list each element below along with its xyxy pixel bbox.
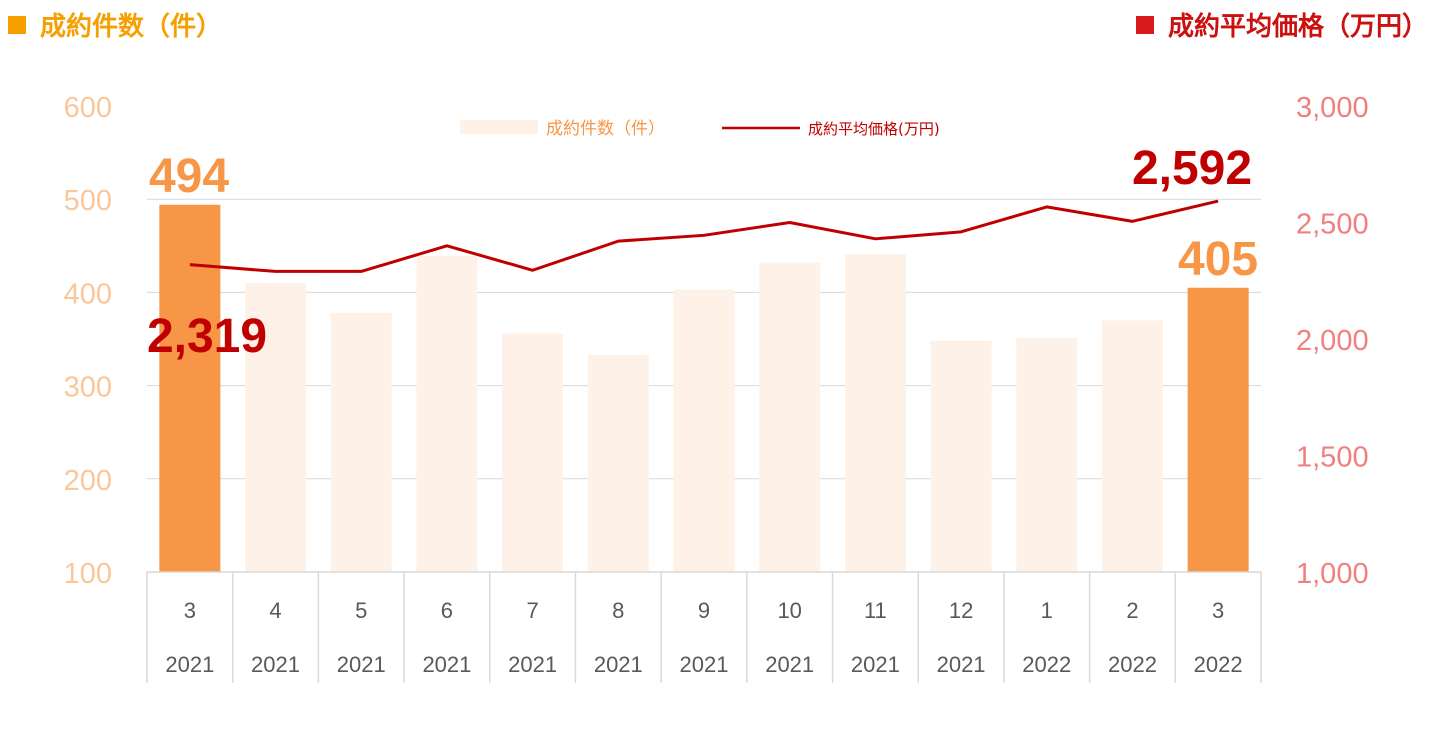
right-axis-ticks: 1,000 1,500 2,000 2,500 3,000	[1296, 92, 1369, 590]
bar	[930, 340, 992, 572]
left-axis-header: 成約件数（件）	[8, 6, 222, 43]
x-tick-month: 3	[1212, 598, 1224, 623]
line-last-label: 2,592	[1132, 142, 1252, 195]
x-tick-month: 7	[526, 598, 538, 623]
left-tick-label: 600	[64, 92, 112, 124]
left-tick-label: 200	[64, 465, 112, 497]
left-axis-title: 成約件数（件）	[40, 12, 223, 42]
right-tick-label: 3,000	[1296, 92, 1369, 124]
bar	[1187, 287, 1249, 572]
legend-line-label: 成約平均価格(万円)	[808, 120, 940, 138]
right-tick-label: 1,500	[1296, 442, 1369, 474]
x-tick-month: 5	[355, 598, 367, 623]
bar	[330, 312, 392, 572]
left-tick-label: 100	[64, 558, 112, 590]
left-tick-label: 500	[64, 185, 112, 217]
x-tick-year: 2021	[422, 652, 471, 677]
x-tick-month: 6	[441, 598, 453, 623]
right-axis-title: 成約平均価格（万円）	[1167, 12, 1428, 42]
x-tick-year: 2022	[1022, 652, 1071, 677]
bar	[245, 283, 307, 572]
x-tick-month: 1	[1041, 598, 1053, 623]
x-tick-month: 10	[777, 598, 801, 623]
bar	[502, 333, 564, 572]
bar	[1101, 320, 1163, 572]
bar	[416, 256, 478, 572]
x-tick-year: 2021	[851, 652, 900, 677]
bar	[759, 262, 821, 572]
bar-first-label: 494	[149, 150, 229, 203]
x-axis: 3 2021 4 2021 5 2021 6 2021 7 2021 8 2021 9 2021 10 202…	[146, 571, 1262, 683]
bar	[587, 354, 649, 572]
red-square-icon	[1135, 15, 1154, 34]
orange-square-icon	[8, 15, 26, 34]
legend-bar-swatch	[460, 120, 538, 134]
x-tick-year: 2021	[680, 652, 729, 677]
left-axis-ticks: 100 200 300 400 500 600	[64, 92, 112, 590]
legend: 成約件数（件） 成約平均価格(万円)	[460, 119, 940, 139]
x-tick-year: 2021	[508, 652, 557, 677]
x-tick-month: 2	[1126, 598, 1138, 623]
bar	[1016, 338, 1078, 572]
legend-bar-label: 成約件数（件）	[546, 119, 665, 139]
right-tick-label: 2,500	[1296, 209, 1369, 241]
x-tick-month: 8	[612, 598, 624, 623]
x-tick-year: 2021	[594, 652, 643, 677]
x-tick-year: 2022	[1108, 652, 1157, 677]
left-tick-label: 400	[64, 278, 112, 310]
x-tick-year: 2021	[765, 652, 814, 677]
x-tick-month: 9	[698, 598, 710, 623]
x-tick-year: 2021	[251, 652, 300, 677]
price-line	[189, 199, 1219, 273]
right-axis-header: 成約平均価格（万円）	[1135, 6, 1428, 43]
x-tick-year: 2021	[937, 652, 986, 677]
x-tick-month: 11	[864, 598, 887, 623]
left-tick-label: 300	[64, 372, 112, 404]
right-tick-label: 2,000	[1296, 325, 1369, 357]
bar	[673, 289, 735, 572]
bar-last-label: 405	[1178, 233, 1258, 286]
x-tick-year: 2021	[337, 652, 386, 677]
bar	[844, 254, 906, 573]
x-tick-year: 2022	[1194, 652, 1243, 677]
x-tick-month: 12	[949, 598, 973, 623]
bars	[159, 204, 1249, 573]
x-tick-year: 2021	[165, 652, 214, 677]
right-tick-label: 1,000	[1296, 558, 1369, 590]
x-tick-month: 4	[269, 598, 281, 623]
annotations: 494 405 2,319 2,592	[147, 142, 1258, 363]
price-line-path	[189, 199, 1219, 273]
bar	[159, 204, 221, 573]
line-first-label: 2,319	[147, 310, 267, 363]
x-tick-month: 3	[184, 598, 196, 623]
